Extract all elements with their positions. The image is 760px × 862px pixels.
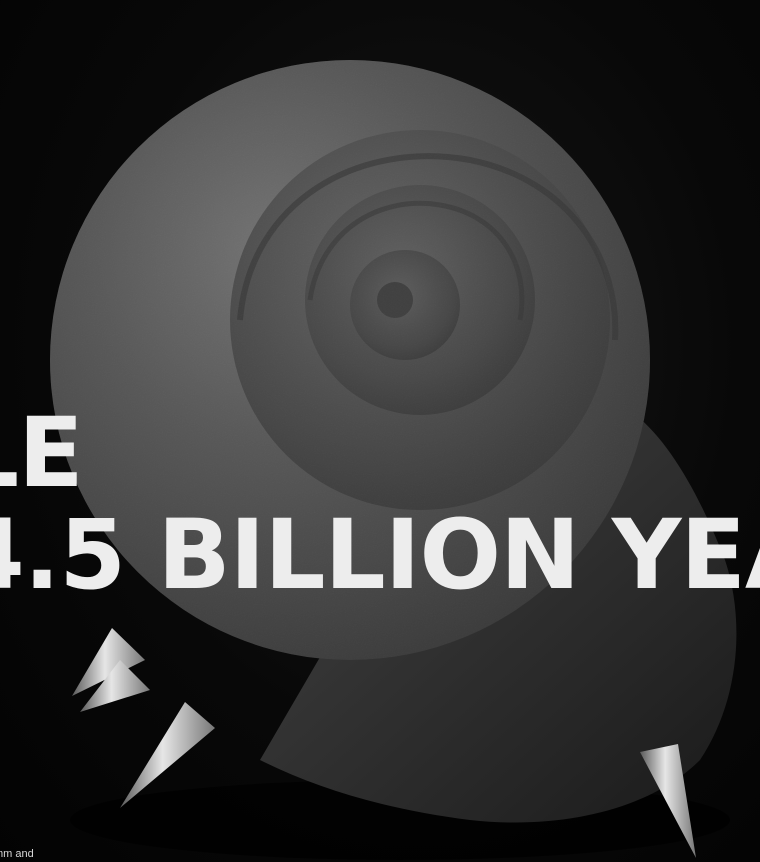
shell-texture — [50, 60, 650, 660]
footer-text: mm and — [0, 848, 34, 860]
spike-leg-left-upper — [72, 628, 145, 696]
spike-leg-right — [640, 744, 696, 858]
spike-leg-left-middle — [80, 660, 150, 712]
spike-leg-center — [120, 702, 215, 808]
